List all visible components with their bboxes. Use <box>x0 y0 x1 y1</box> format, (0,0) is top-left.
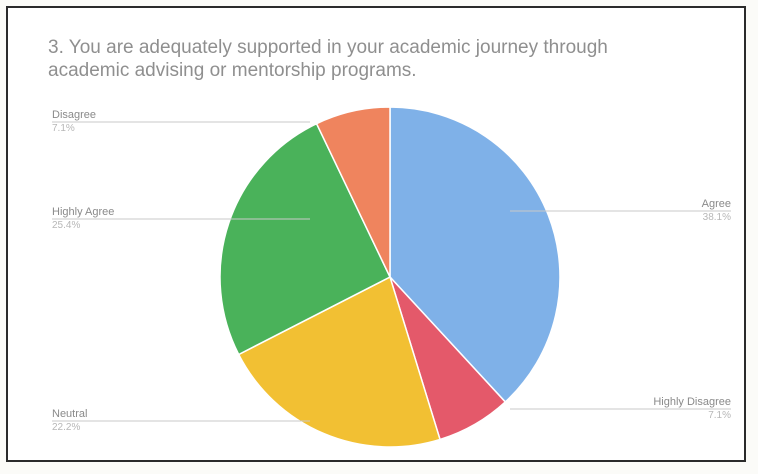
pie-slice-agree <box>389 106 561 403</box>
slice-label-highly-disagree: Highly Disagree <box>653 396 731 408</box>
slice-labels: Agree 38.1% Highly Disagree 7.1% Neutral 22.2… <box>52 109 731 433</box>
slice-percent-highly-agree: 25.4% <box>52 220 80 231</box>
slice-percent-highly-disagree: 7.1% <box>708 410 731 421</box>
pie-slices <box>219 106 561 448</box>
slice-percent-agree: 38.1% <box>703 212 731 223</box>
slice-label-highly-agree: Highly Agree <box>52 206 114 218</box>
slice-percent-disagree: 7.1% <box>52 123 75 134</box>
slice-percent-neutral: 22.2% <box>52 422 80 433</box>
leader-lines <box>52 121 731 422</box>
pie-slice-disagree <box>315 106 391 278</box>
pie-slice-neutral <box>237 275 441 448</box>
pie-slice-highly-agree <box>219 122 391 356</box>
chart-title: 3. You are adequately supported in your … <box>48 37 608 81</box>
slice-label-disagree: Disagree <box>52 109 96 121</box>
slice-label-agree: Agree <box>702 198 731 210</box>
slice-label-neutral: Neutral <box>52 408 87 420</box>
